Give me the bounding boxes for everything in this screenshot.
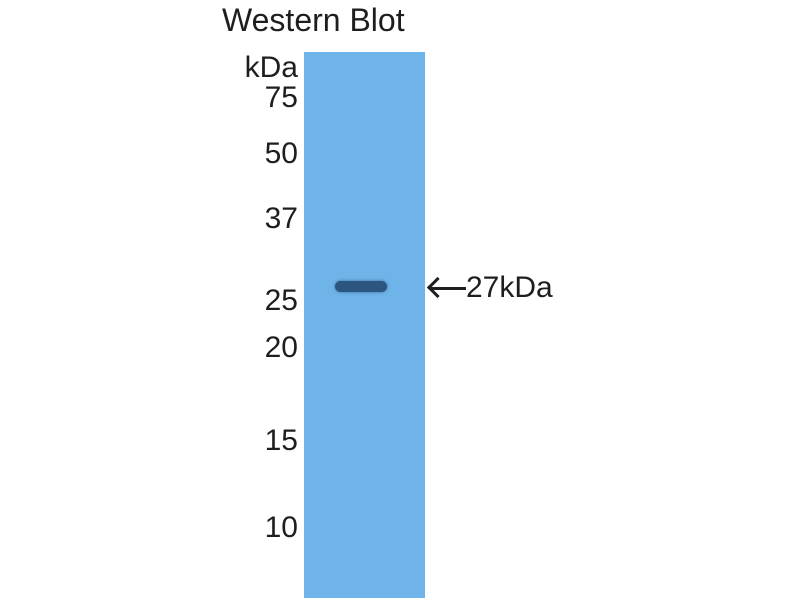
blot-lane (304, 52, 425, 598)
band-size-label: 27kDa (466, 271, 553, 304)
figure-title: Western Blot (222, 2, 405, 38)
arrow-left-icon (428, 273, 466, 303)
unit-label: kDa (244, 51, 298, 84)
marker-15: 15 (264, 424, 298, 457)
marker-20: 20 (264, 331, 298, 364)
band-annotation: 27kDa (428, 273, 553, 303)
protein-band (335, 281, 387, 292)
marker-25: 25 (264, 284, 298, 317)
marker-10: 10 (264, 511, 298, 544)
marker-50: 50 (264, 137, 298, 170)
marker-75: 75 (264, 81, 298, 114)
marker-37: 37 (264, 202, 298, 235)
